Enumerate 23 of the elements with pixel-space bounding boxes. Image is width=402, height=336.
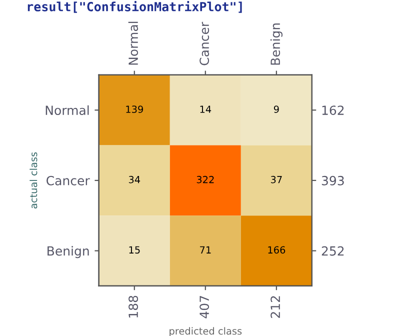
data-label: 15 bbox=[129, 246, 140, 254]
data-label: 166 bbox=[268, 246, 286, 254]
data-label: 139 bbox=[126, 106, 143, 113]
y2-tick-label: 252 bbox=[322, 246, 344, 256]
x-tick-label: Benign bbox=[270, 23, 282, 65]
text: 188 bbox=[128, 296, 138, 318]
data-label: 322 bbox=[196, 176, 214, 184]
y2-tick-label: 393 bbox=[322, 176, 344, 186]
data-label: 37 bbox=[271, 176, 282, 184]
data-label: 71 bbox=[200, 246, 211, 254]
y-axis-title: actual class bbox=[30, 152, 38, 208]
data-label: 14 bbox=[200, 106, 212, 113]
y2-tick-label: 162 bbox=[322, 106, 344, 116]
x-tick-label: Cancer bbox=[200, 22, 210, 66]
text: 407 bbox=[200, 296, 210, 318]
y-tick-label: Cancer bbox=[46, 176, 90, 186]
data-label: 34 bbox=[128, 176, 140, 184]
text: 212 bbox=[270, 296, 280, 318]
x-tick-label: Normal bbox=[128, 22, 138, 65]
chart-title: result["ConfusionMatrixPlot"] bbox=[28, 1, 242, 13]
y-tick-label: Benign bbox=[48, 246, 89, 258]
y-tick-label: Normal bbox=[46, 105, 89, 116]
data-label: 9 bbox=[274, 106, 279, 113]
